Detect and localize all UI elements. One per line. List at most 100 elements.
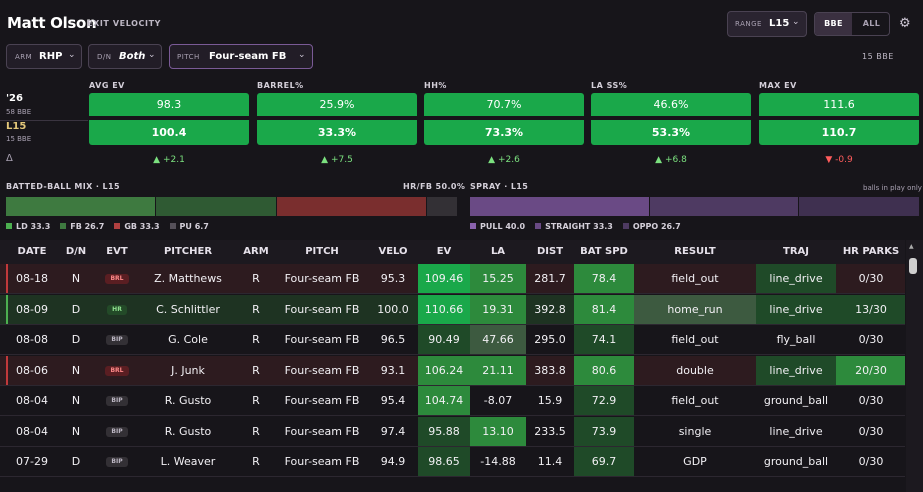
cell-evt: BIP xyxy=(94,325,140,354)
cell-dist: 11.4 xyxy=(537,455,563,468)
arm-filter[interactable]: ARM RHP ⌄ xyxy=(6,44,82,69)
cell-velo: 100.0 xyxy=(377,302,409,316)
cell-bat-spd: 73.9 xyxy=(574,416,634,446)
cell-bat-spd: 72.9 xyxy=(574,386,634,415)
gear-icon[interactable]: ⚙ xyxy=(899,16,911,31)
arm-filter-value: RHP xyxy=(39,51,63,62)
table-row[interactable]: 08-06 N BRL J. Junk R Four-seam FB 93.1 106.24 2… xyxy=(0,355,905,386)
cell-pitch: Four-seam FB xyxy=(284,333,360,346)
dn-filter[interactable]: D/N Both ⌄ xyxy=(88,44,162,69)
cell-velo: 93.1 xyxy=(380,363,406,377)
table-row[interactable]: 08-08 D BIP G. Cole R Four-seam FB 96.5 90.49 47… xyxy=(0,325,905,355)
cell-pitcher: Z. Matthews xyxy=(154,272,222,285)
cell-arm: R xyxy=(252,424,260,438)
page-subtitle: EXIT VELOCITY xyxy=(87,19,162,28)
metric-l15-value: 100.4 xyxy=(89,120,249,145)
table-body: 08-18 N BRL Z. Matthews R Four-seam FB 95.3 109… xyxy=(0,264,905,492)
metric-l15-value: 73.3% xyxy=(424,120,584,145)
column-header-traj[interactable]: TRAJ xyxy=(783,246,809,257)
cell-traj: line_drive xyxy=(756,355,836,385)
metric-header: HH% xyxy=(424,81,447,90)
cell-date: 08-18 xyxy=(16,272,48,285)
metric-delta: ▲ +6.8 xyxy=(655,155,687,165)
legend-text: LD 33.3 xyxy=(16,222,51,231)
cell-dist: 233.5 xyxy=(534,424,566,438)
cell-dist: 392.8 xyxy=(534,302,566,316)
cell-hr-parks: 0/30 xyxy=(858,424,884,438)
cell-traj: fly_ball xyxy=(776,333,816,346)
cell-dist: 383.8 xyxy=(534,363,566,377)
cell-dn: D xyxy=(71,455,81,468)
pitch-filter-value: Four-seam FB xyxy=(209,51,287,62)
cell-bat-spd: 81.4 xyxy=(574,294,634,324)
cell-la: -8.07 xyxy=(483,394,513,407)
bar-segment-pull xyxy=(470,197,649,216)
spray-legend: PULL 40.0 STRAIGHT 33.3 OPPO 26.7 xyxy=(470,222,691,231)
toggle-all[interactable]: ALL xyxy=(862,19,881,28)
cell-pitch: Four-seam FB xyxy=(284,363,360,377)
column-header-date[interactable]: DATE xyxy=(17,246,47,257)
column-header-bat-spd[interactable]: BAT SPD xyxy=(580,246,628,257)
cell-bat-spd: 74.1 xyxy=(574,325,634,354)
pitch-filter[interactable]: PITCH Four-seam FB ⌄ xyxy=(169,44,313,69)
cell-result: field_out xyxy=(671,272,719,285)
batted-ball-mix-bar xyxy=(6,197,457,216)
scrollbar-thumb[interactable] xyxy=(909,258,917,274)
metric-header: MAX EV xyxy=(759,81,797,90)
cell-dn: N xyxy=(71,272,81,285)
cell-result: double xyxy=(676,363,714,377)
chevron-down-icon: ⌄ xyxy=(148,50,156,60)
table-row[interactable]: 08-09 D HR C. Schlittler R Four-seam FB 100.0 1… xyxy=(0,294,905,325)
metric-season-value: 111.6 xyxy=(759,93,919,116)
table-header: DATE D/N EVT PITCHER ARM PITCH VELO EV LA DIST BAT… xyxy=(0,240,905,265)
toggle-bbe[interactable]: BBE xyxy=(815,13,852,35)
dn-filter-label: D/N xyxy=(97,53,112,61)
column-header-ev[interactable]: EV xyxy=(436,246,452,257)
bbe-all-toggle[interactable]: BBE ALL xyxy=(814,12,890,36)
cell-ev: 104.74 xyxy=(418,386,470,415)
range-select[interactable]: RANGE L15 ⌄ xyxy=(727,11,807,37)
cell-bat-spd: 80.6 xyxy=(574,355,634,385)
cell-bat-spd: 69.7 xyxy=(574,447,634,476)
range-value: L15 xyxy=(769,18,790,29)
cell-arm: R xyxy=(252,394,260,407)
cell-velo: 97.4 xyxy=(380,424,406,438)
bbe-count: 15 BBE xyxy=(862,52,894,61)
column-header-result[interactable]: RESULT xyxy=(674,246,716,257)
table-row[interactable]: 08-18 N BRL Z. Matthews R Four-seam FB 95.3 109… xyxy=(0,264,905,294)
scrollbar[interactable] xyxy=(906,240,923,492)
cell-la: 21.11 xyxy=(470,355,526,385)
metric-delta: ▲ +7.5 xyxy=(321,155,353,165)
cell-result: field_out xyxy=(671,333,719,346)
cell-traj: line_drive xyxy=(769,424,823,438)
cell-traj: ground_ball xyxy=(763,394,829,407)
column-header-evt[interactable]: EVT xyxy=(106,246,128,257)
column-header-arm[interactable]: ARM xyxy=(243,246,269,257)
legend-item: PU 6.7 xyxy=(169,222,209,231)
cell-date: 08-08 xyxy=(16,333,48,346)
cell-arm: R xyxy=(252,455,260,468)
table-row[interactable]: 07-29 D BIP L. Weaver R Four-seam FB 94.9 98.65… xyxy=(0,447,905,477)
range-label: RANGE xyxy=(735,20,762,28)
table-row[interactable]: 08-04 N BIP R. Gusto R Four-seam FB 97.4 95.88 1… xyxy=(0,416,905,447)
event-badge: HR xyxy=(107,304,127,315)
cell-la: 13.10 xyxy=(470,416,526,446)
cell-date: 08-06 xyxy=(16,363,48,377)
column-header-la[interactable]: LA xyxy=(490,246,506,257)
column-header-hr-parks[interactable]: HR PARKS xyxy=(842,246,900,257)
scroll-up-icon[interactable]: ▲ xyxy=(909,243,914,250)
column-header-velo[interactable]: VELO xyxy=(378,246,408,257)
metric-delta: ▼ -0.9 xyxy=(825,155,853,165)
cell-arm: R xyxy=(252,363,260,377)
cell-dn: D xyxy=(71,302,81,316)
column-header-pitch[interactable]: PITCH xyxy=(305,246,339,257)
batted-ball-mix-legend: LD 33.3 FB 26.7 GB 33.3 PU 6.7 xyxy=(6,222,219,231)
cell-result: GDP xyxy=(683,455,707,468)
event-badge: BIP xyxy=(106,426,128,437)
column-header-pitcher[interactable]: PITCHER xyxy=(163,246,213,257)
column-header-dist[interactable]: DIST xyxy=(536,246,564,257)
column-header-dn[interactable]: D/N xyxy=(65,246,87,257)
table-row[interactable]: 08-04 N BIP R. Gusto R Four-seam FB 95.4 104.74… xyxy=(0,386,905,416)
cell-evt: BRL xyxy=(94,264,140,293)
cell-result: single xyxy=(678,424,712,438)
